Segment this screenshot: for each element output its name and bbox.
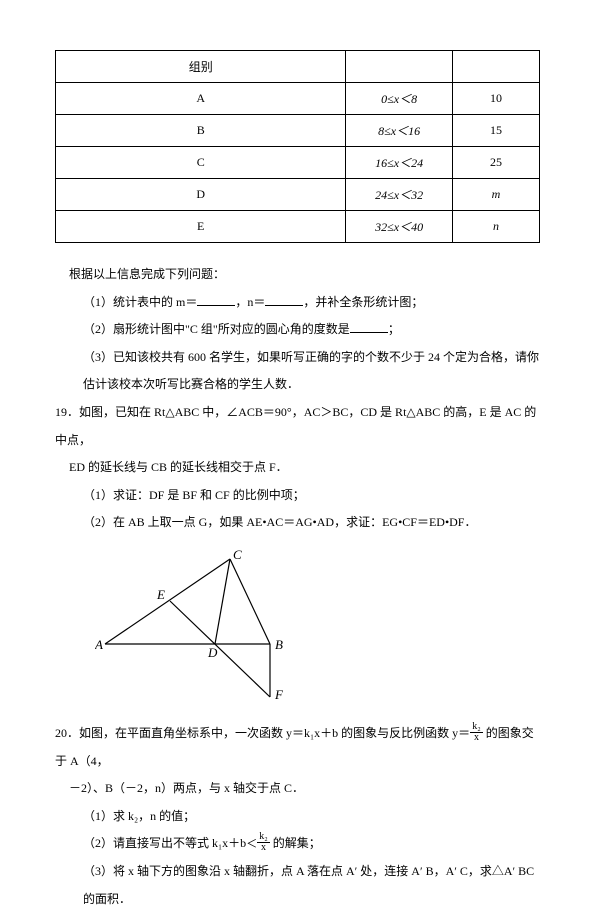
svg-text:A: A	[95, 637, 103, 652]
cell-range: 0≤x＜8	[346, 83, 452, 115]
q20-p3: （3）将 x 轴下方的图象沿 x 轴翻折，点 A 落在点 A′ 处，连接 A′ …	[83, 858, 540, 913]
blank-n	[265, 294, 303, 306]
blank-angle	[350, 321, 388, 333]
sub-q1: （1）统计表中的 m＝，n＝，并补全条形统计图；	[83, 289, 540, 317]
header-group: 组别	[56, 51, 346, 83]
q19-p1: （1）求证：DF 是 BF 和 CF 的比例中项；	[83, 482, 540, 510]
table-row: A 0≤x＜8 10	[56, 83, 540, 115]
header-range	[346, 51, 452, 83]
cell-range: 8≤x＜16	[346, 115, 452, 147]
svg-text:D: D	[207, 645, 218, 660]
sub-q2: （2）扇形统计图中"C 组"所对应的圆心角的度数是；	[83, 316, 540, 344]
q19-line2: ED 的延长线与 CB 的延长线相交于点 F．	[69, 454, 540, 482]
cell-freq: 25	[452, 147, 539, 179]
triangle-figure: A B C D E F	[95, 549, 540, 708]
table-header-row: 组别	[56, 51, 540, 83]
svg-text:C: C	[233, 549, 242, 562]
cell-label: C	[56, 147, 346, 179]
cell-freq: 10	[452, 83, 539, 115]
cell-range: 32≤x＜40	[346, 211, 452, 243]
q20-p1: （1）求 k₂，n 的值；	[83, 803, 540, 831]
table-row: B 8≤x＜16 15	[56, 115, 540, 147]
table-row: E 32≤x＜40 n	[56, 211, 540, 243]
cell-label: D	[56, 179, 346, 211]
q19-p2: （2）在 AB 上取一点 G，如果 AE•AC＝AG•AD，求证：EG•CF＝E…	[83, 509, 540, 537]
cell-freq: m	[452, 179, 539, 211]
fraction-k2x: k₂x	[470, 722, 483, 743]
q20-p2: （2）请直接写出不等式 k₁x＋b＜k₂x 的解集；	[83, 830, 540, 858]
header-freq	[452, 51, 539, 83]
intro-line: 根据以上信息完成下列问题：	[69, 261, 540, 289]
svg-text:F: F	[274, 687, 284, 702]
svg-text:B: B	[275, 637, 283, 652]
cell-freq: 15	[452, 115, 539, 147]
q19-line1: 19．如图，已知在 Rt△ABC 中，∠ACB＝90°，AC＞BC，CD 是 R…	[55, 399, 540, 454]
cell-range: 16≤x＜24	[346, 147, 452, 179]
blank-m	[197, 294, 235, 306]
cell-label: A	[56, 83, 346, 115]
fraction-k2x-2: k₂x	[257, 832, 270, 853]
frequency-table: 组别 A 0≤x＜8 10 B 8≤x＜16 15 C 16≤x＜24 25 D…	[55, 50, 540, 243]
svg-text:E: E	[156, 587, 165, 602]
table-row: D 24≤x＜32 m	[56, 179, 540, 211]
sub-q3: （3）已知该校共有 600 名学生，如果听写正确的字的个数不少于 24 个定为合…	[83, 344, 540, 399]
table-row: C 16≤x＜24 25	[56, 147, 540, 179]
q20-line2: －2）、B（－2，n）两点，与 x 轴交于点 C．	[69, 775, 540, 803]
cell-label: E	[56, 211, 346, 243]
cell-range: 24≤x＜32	[346, 179, 452, 211]
cell-freq: n	[452, 211, 539, 243]
q20-line1: 20．如图，在平面直角坐标系中，一次函数 y＝k₁x＋b 的图象与反比例函数 y…	[55, 720, 540, 775]
triangle-svg: A B C D E F	[95, 549, 335, 704]
cell-label: B	[56, 115, 346, 147]
